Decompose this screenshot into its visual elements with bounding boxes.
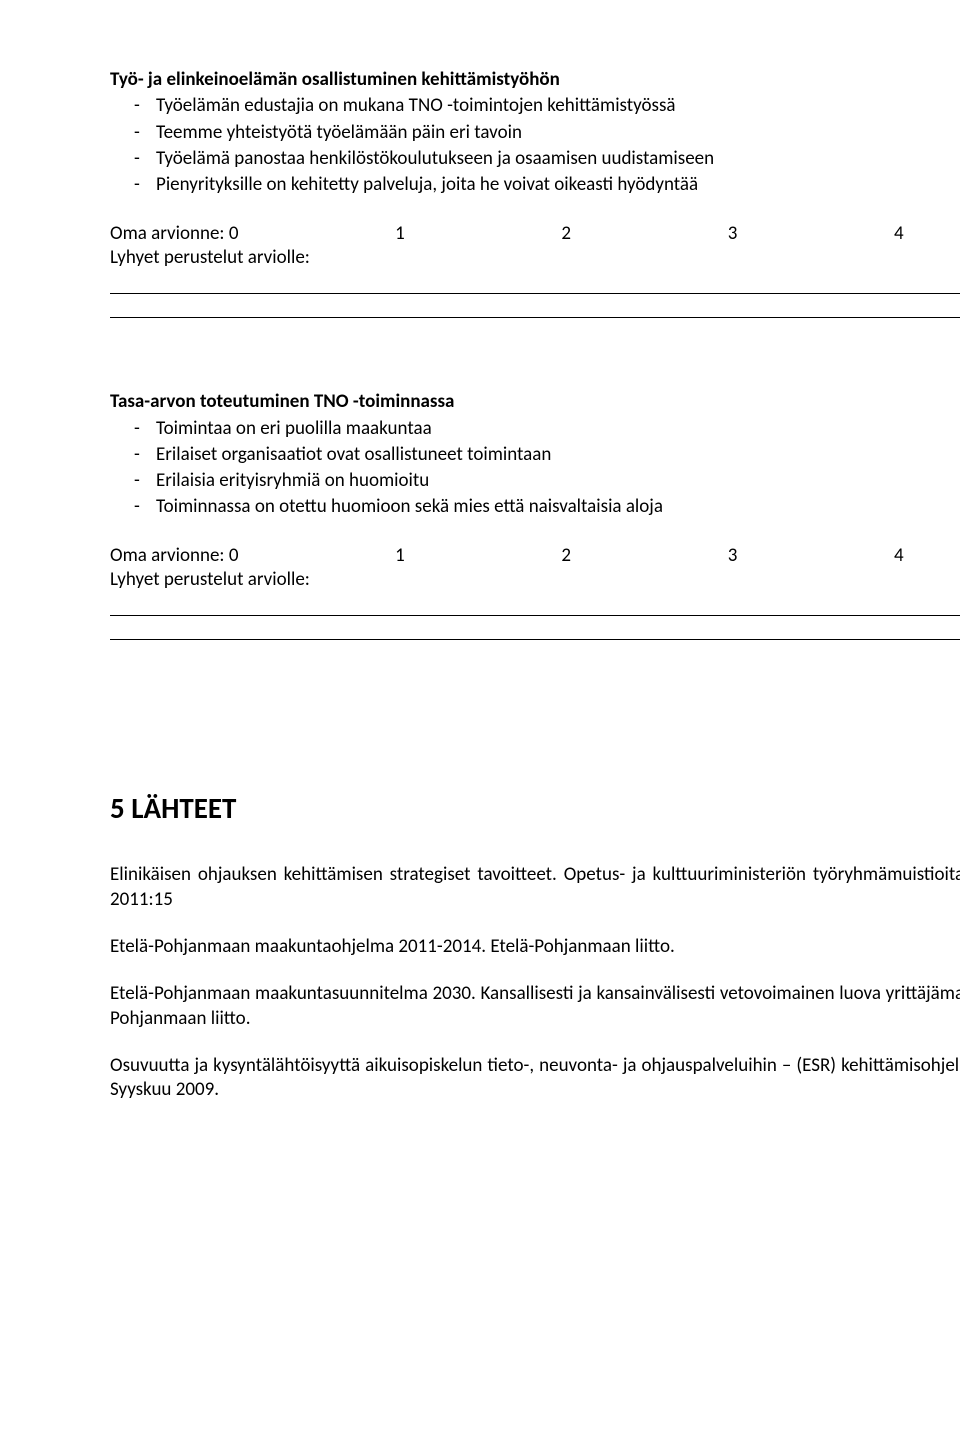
list-item: Erilaisia erityisryhmiä on huomioitu: [156, 469, 960, 493]
list-item: Pienyrityksille on kehitetty palveluja, …: [156, 173, 960, 197]
list-item: Toimintaa on eri puolilla maakuntaa: [156, 417, 960, 441]
section2-list: Toimintaa on eri puolilla maakuntaa Eril…: [110, 417, 960, 520]
write-line: [110, 270, 960, 294]
list-item: Työelämä panostaa henkilöstökoulutukseen…: [156, 147, 960, 171]
scale-label-0: Oma arvionne: 0: [110, 544, 238, 568]
justification-label: Lyhyet perustelut arviolle:: [110, 246, 960, 270]
reference-item: Osuvuutta ja kysyntälähtöisyyttä aikuiso…: [110, 1054, 960, 1103]
scale-value: 4: [894, 222, 904, 246]
scale-label-0: Oma arvionne: 0: [110, 222, 238, 246]
justification-label: Lyhyet perustelut arviolle:: [110, 568, 960, 592]
rating-scale-row: Oma arvionne: 0 1 2 3 4 5: [110, 222, 960, 246]
section1-title: Työ- ja elinkeinoelämän osallistuminen k…: [110, 68, 960, 92]
reference-item: Etelä-Pohjanmaan maakuntasuunnitelma 203…: [110, 982, 960, 1031]
scale-value: 1: [395, 544, 405, 568]
list-item: Toiminnassa on otettu huomioon sekä mies…: [156, 495, 960, 519]
scale-value: 1: [395, 222, 405, 246]
scale-value: 2: [561, 544, 571, 568]
write-line: [110, 294, 960, 318]
write-line: [110, 592, 960, 616]
list-item: Työelämän edustajia on mukana TNO -toimi…: [156, 94, 960, 118]
section2-title: Tasa-arvon toteutuminen TNO -toiminnassa: [110, 390, 960, 414]
scale-value: 4: [894, 544, 904, 568]
rating-scale-row: Oma arvionne: 0 1 2 3 4 5: [110, 544, 960, 568]
list-item: Teemme yhteistyötä työelämään päin eri t…: [156, 121, 960, 145]
write-line: [110, 616, 960, 640]
list-item: Erilaiset organisaatiot ovat osallistune…: [156, 443, 960, 467]
scale-value: 3: [728, 222, 738, 246]
reference-item: Etelä-Pohjanmaan maakuntaohjelma 2011-20…: [110, 935, 960, 959]
scale-value: 2: [561, 222, 571, 246]
section1-list: Työelämän edustajia on mukana TNO -toimi…: [110, 94, 960, 197]
reference-item: Elinikäisen ohjauksen kehittämisen strat…: [110, 863, 960, 912]
references-heading: 5 LÄHTEET: [110, 790, 960, 827]
scale-value: 3: [728, 544, 738, 568]
